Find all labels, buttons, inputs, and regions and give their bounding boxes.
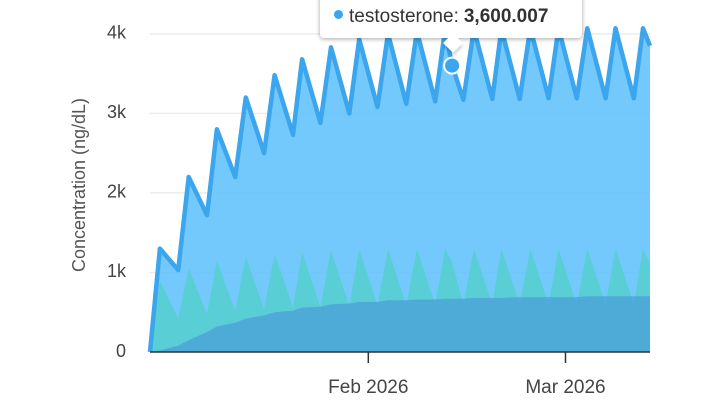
y-tick-label: 0 xyxy=(116,341,126,361)
y-tick-label: 2k xyxy=(107,182,127,202)
tooltip-value: 3,600.007 xyxy=(463,6,549,27)
hover-point xyxy=(443,56,462,75)
y-tick-label: 1k xyxy=(107,261,127,281)
y-tick-label: 3k xyxy=(107,102,127,122)
line xyxy=(147,26,653,353)
x-tick-label: Mar 2026 xyxy=(525,377,605,398)
area xyxy=(150,296,650,352)
tooltip-series: testosterone xyxy=(349,6,459,27)
x-tick-label: Feb 2026 xyxy=(328,377,408,398)
y-tick-label: 4k xyxy=(107,23,127,43)
tooltip-row: testosterone3,600.007 xyxy=(334,6,548,28)
y-axis-label: Concentration (ng/dL) xyxy=(69,98,89,272)
tooltip: testosterone3,600.007 xyxy=(320,0,582,53)
tooltip-dot xyxy=(334,10,343,20)
